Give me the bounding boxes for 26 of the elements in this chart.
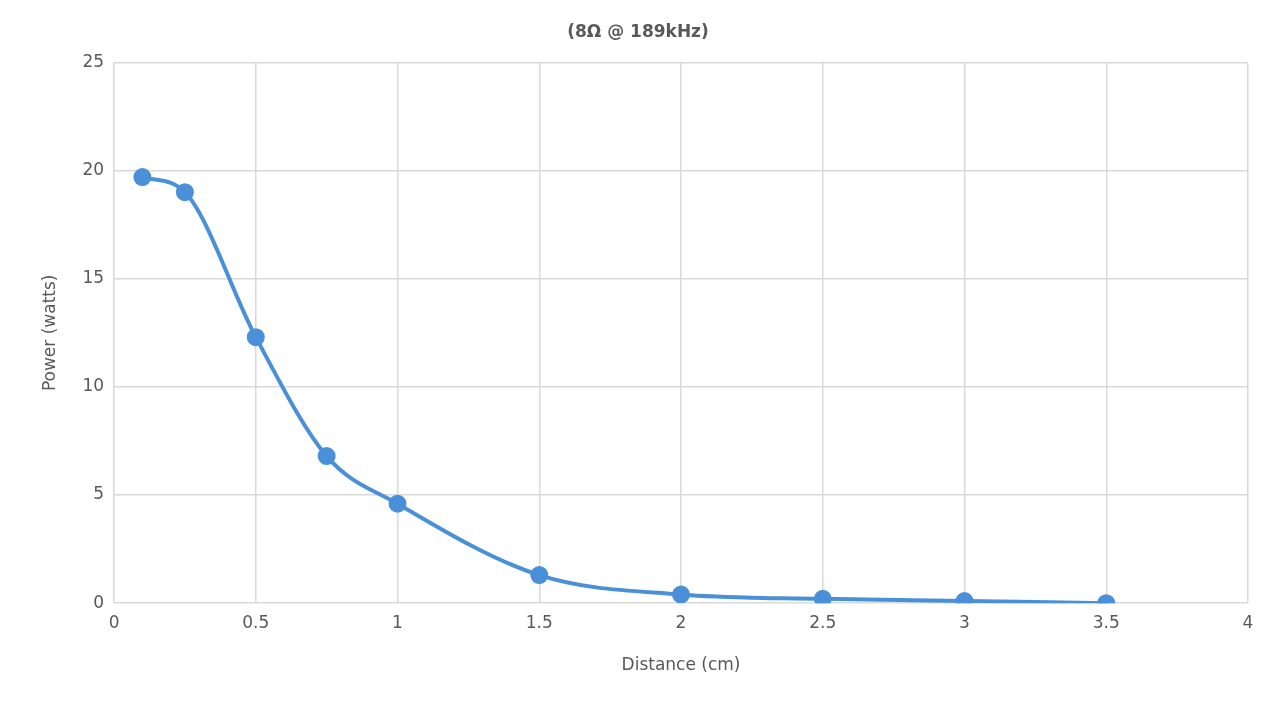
point [672,585,691,604]
y-tick-label: 5 [93,483,105,504]
point [530,566,549,585]
point [246,328,265,347]
y-tick-label: 15 [82,267,105,288]
point [813,589,832,604]
y-tick-label: 20 [82,158,105,179]
point [133,168,152,187]
x-tick-label: 2.5 [809,611,837,632]
chart-title: (8Ω @ 189kHz) [567,20,709,41]
y-tick-label: 25 [82,50,105,71]
x-tick-label: 4 [1242,611,1254,632]
y-tick-label: 0 [93,591,105,612]
x-tick-label: 1.5 [525,611,553,632]
point [317,447,336,466]
x-tick-label: 2 [675,611,687,632]
y-tick-label: 10 [82,375,105,396]
point [175,183,194,202]
y-axis-title: Power (watts) [38,274,59,392]
x-tick-label: 3 [959,611,970,632]
x-tick-label: 1 [392,611,403,632]
x-tick-label: 0.5 [242,611,270,632]
point [388,494,407,513]
x-tick-label: 0 [108,611,120,632]
x-tick-label: 3.5 [1092,611,1120,632]
x-axis-title: Distance (cm) [621,654,741,675]
